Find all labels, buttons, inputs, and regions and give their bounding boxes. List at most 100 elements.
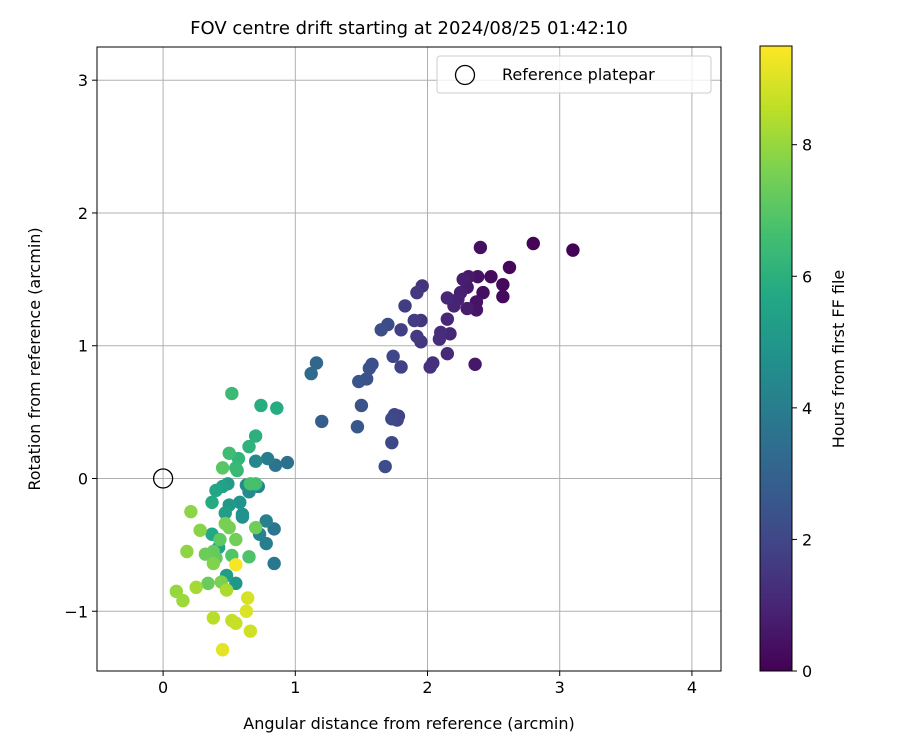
data-point-68 [233,495,247,510]
data-point-52 [309,356,324,370]
colorbar: 0 2 4 6 8 Hours from first FF file [759,45,848,681]
x-tick-label-3: 3 [555,678,565,697]
colorbar-tick-label-1: 2 [802,530,812,549]
data-point-108 [176,593,190,608]
data-point-118 [229,558,243,572]
data-point-35 [394,360,408,374]
data-point-6 [476,285,490,300]
legend: Reference platepar [436,55,712,94]
x-tick-label-4: 4 [687,678,697,697]
data-point-98 [248,520,263,535]
data-point-0 [566,243,580,257]
data-point-113 [229,616,243,630]
x-tick-label-0: 0 [158,678,168,697]
data-point-92 [215,461,230,475]
data-point-21 [440,312,455,326]
data-point-105 [184,504,198,519]
data-point-44 [374,323,388,337]
data-point-11 [468,357,482,372]
data-point-50 [350,420,365,434]
data-point-90 [242,550,256,564]
data-point-30 [410,285,424,300]
data-point-76 [209,483,223,498]
data-point-73 [218,506,232,520]
data-point-48 [354,398,369,413]
data-point-59 [259,536,273,551]
data-point-53 [304,366,318,381]
data-point-80 [254,398,268,413]
data-point-101 [218,516,232,531]
data-point-111 [206,611,221,625]
x-axis-ticks: 0 1 2 3 4 [158,671,697,697]
data-point-106 [180,544,194,559]
data-point-86 [225,386,239,401]
data-point-69 [229,576,243,591]
data-point-58 [260,451,275,466]
colorbar-ticks: 0 2 4 6 8 [792,136,812,681]
colorbar-tick-label-4: 8 [802,136,812,155]
legend-marker [454,64,476,86]
data-point-87 [222,446,236,460]
data-points [169,236,580,657]
data-point-2 [502,260,517,275]
data-point-57 [267,556,281,571]
colorbar-label: Hours from first FF file [829,270,848,449]
y-tick-label-0: −1 [64,602,88,621]
colorbar-tick-label-2: 4 [802,399,812,418]
chart-title: FOV centre drift starting at 2024/08/25 … [190,18,628,39]
data-point-82 [242,439,256,454]
data-point-31 [410,329,424,344]
reference-platepar-marker [152,468,174,489]
data-point-5 [484,269,498,284]
data-point-39 [386,349,400,364]
data-point-49 [352,374,366,389]
data-point-115 [241,591,255,605]
colorbar-gradient [759,45,793,672]
data-point-51 [315,414,329,429]
y-tick-label-4: 3 [78,71,88,90]
data-point-67 [235,507,250,522]
data-point-4 [496,289,510,304]
data-point-54 [280,455,295,470]
data-point-110 [219,583,234,597]
x-tick-label-1: 1 [290,678,300,697]
data-point-20 [440,291,455,305]
data-point-97 [198,547,213,561]
data-point-117 [215,643,230,657]
data-point-40 [385,412,399,426]
data-point-22 [440,346,455,361]
legend-frame [436,55,712,94]
data-point-24 [432,332,447,346]
data-point-89 [243,477,258,491]
data-point-32 [407,313,421,328]
data-point-34 [394,323,408,337]
data-point-116 [239,604,254,618]
data-point-79 [270,401,284,415]
data-point-104 [193,523,207,537]
data-point-14 [460,301,474,316]
data-point-1 [526,236,540,251]
y-axis-label: Rotation from reference (arcmin) [25,227,44,490]
y-tick-label-1: 0 [78,469,88,488]
plot-frame [96,46,722,672]
data-point-81 [248,429,263,443]
data-point-8 [471,269,485,284]
data-point-60 [259,514,273,528]
y-axis-ticks: −1 0 1 2 3 [64,71,97,621]
data-point-99 [229,532,243,547]
data-point-33 [398,299,412,313]
data-point-63 [248,454,263,468]
data-point-41 [385,435,399,450]
data-point-26 [423,360,437,374]
data-point-96 [201,576,215,591]
data-point-107 [169,584,184,599]
data-point-93 [213,532,227,547]
data-point-7 [473,240,488,255]
data-point-3 [496,277,510,292]
grid-lines [97,47,721,671]
data-point-85 [229,461,243,475]
data-point-109 [189,580,203,595]
x-tick-label-2: 2 [422,678,432,697]
y-tick-label-2: 1 [78,337,88,356]
